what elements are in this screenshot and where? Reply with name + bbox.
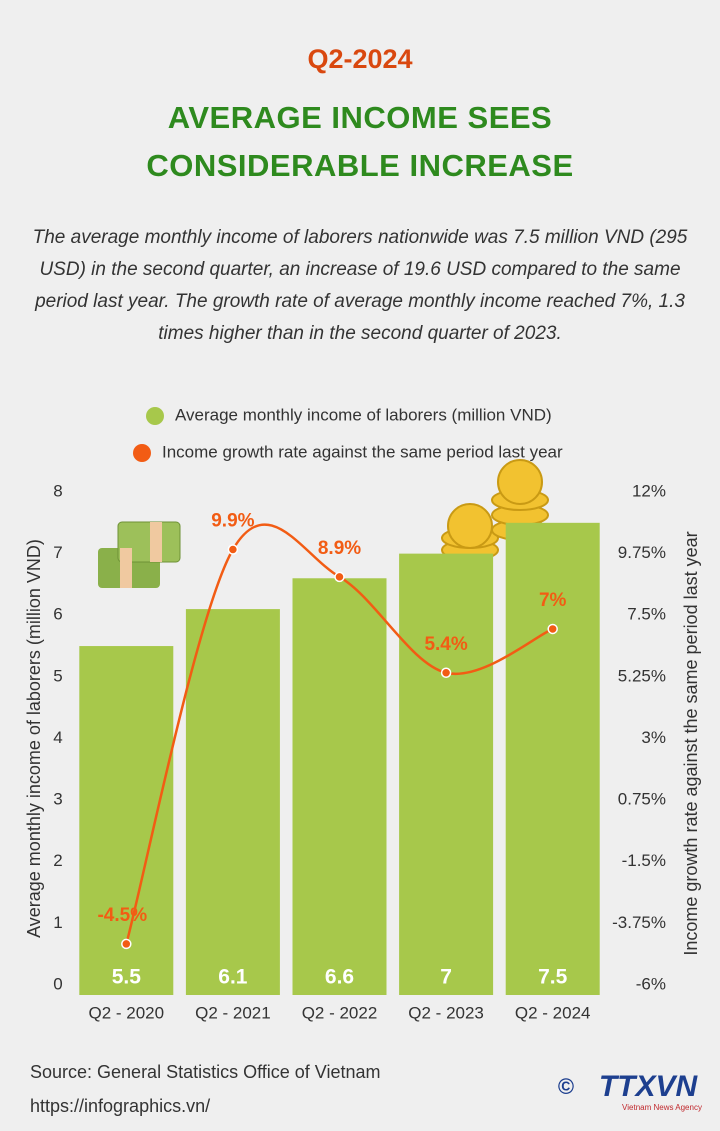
bar-value-label: 6.6	[325, 966, 354, 989]
y2-tick-label: 5.25%	[618, 666, 666, 685]
logo-sub: Vietnam News Agency	[622, 1103, 702, 1112]
y2-tick-label: 7.5%	[627, 605, 666, 624]
y2-tick-label: 9.75%	[618, 543, 666, 562]
line-value-label: -4.5%	[97, 905, 147, 926]
y-tick-label: 4	[53, 728, 62, 747]
line-point	[547, 623, 558, 635]
logo: TTXVN	[599, 1070, 699, 1103]
bar-value-label: 7	[440, 966, 452, 989]
bar-value-label: 5.5	[112, 966, 142, 989]
line-value-label: 9.9%	[211, 511, 254, 532]
y-tick-label: 1	[53, 913, 62, 932]
description: The average monthly income of laborers n…	[32, 227, 688, 344]
bar	[185, 609, 280, 995]
y-tick-label: 6	[53, 605, 62, 624]
x-tick-label: Q2 - 2020	[88, 1003, 164, 1022]
y2-tick-label: 3%	[641, 728, 666, 747]
y2-tick-label: -6%	[636, 974, 666, 993]
y-tick-label: 8	[53, 481, 62, 500]
copyright-icon: ©	[558, 1074, 574, 1099]
kicker: Q2-2024	[307, 44, 413, 74]
x-tick-label: Q2 - 2023	[408, 1003, 484, 1022]
y-tick-label: 3	[53, 790, 62, 809]
bar-value-label: 6.1	[218, 966, 248, 989]
legend-label: Average monthly income of laborers (mill…	[175, 405, 552, 424]
line-value-label: 8.9%	[318, 538, 361, 559]
legend-label: Income growth rate against the same peri…	[162, 442, 563, 461]
line-point	[121, 938, 132, 950]
y2-tick-label: 0.75%	[618, 790, 666, 809]
bar	[505, 522, 600, 995]
y-tick-label: 5	[53, 666, 62, 685]
line-value-label: 5.4%	[424, 634, 467, 655]
line-point	[227, 544, 239, 555]
line-point	[440, 667, 452, 679]
y-tick-label: 0	[53, 974, 62, 993]
title-line: CONSIDERABLE INCREASE	[146, 148, 574, 183]
line-value-label: 7%	[539, 590, 567, 611]
title-line: AVERAGE INCOME SEES	[167, 100, 553, 135]
bar-value-label: 7.5	[538, 966, 568, 989]
url: https://infographics.vn/	[30, 1096, 211, 1116]
y-tick-label: 2	[53, 851, 62, 870]
y-axis-label: Average monthly income of laborers (mill…	[24, 539, 44, 938]
bar	[399, 553, 494, 995]
source: Source: General Statistics Office of Vie…	[30, 1062, 381, 1082]
line-point	[334, 571, 345, 583]
x-tick-label: Q2 - 2024	[515, 1003, 591, 1022]
y2-tick-label: -1.5%	[622, 851, 666, 870]
money-icon	[98, 521, 181, 588]
x-tick-label: Q2 - 2021	[195, 1003, 271, 1022]
bar	[292, 578, 387, 995]
line	[125, 523, 554, 945]
bar	[79, 646, 174, 995]
x-tick-label: Q2 - 2022	[302, 1003, 378, 1022]
y2-axis-label: Income growth rate against the same peri…	[681, 531, 701, 955]
legend-marker	[133, 444, 151, 462]
y2-tick-label: 12%	[632, 481, 666, 500]
legend-marker	[146, 407, 164, 425]
y-tick-label: 7	[53, 543, 62, 562]
y2-tick-label: -3.75%	[612, 913, 666, 932]
